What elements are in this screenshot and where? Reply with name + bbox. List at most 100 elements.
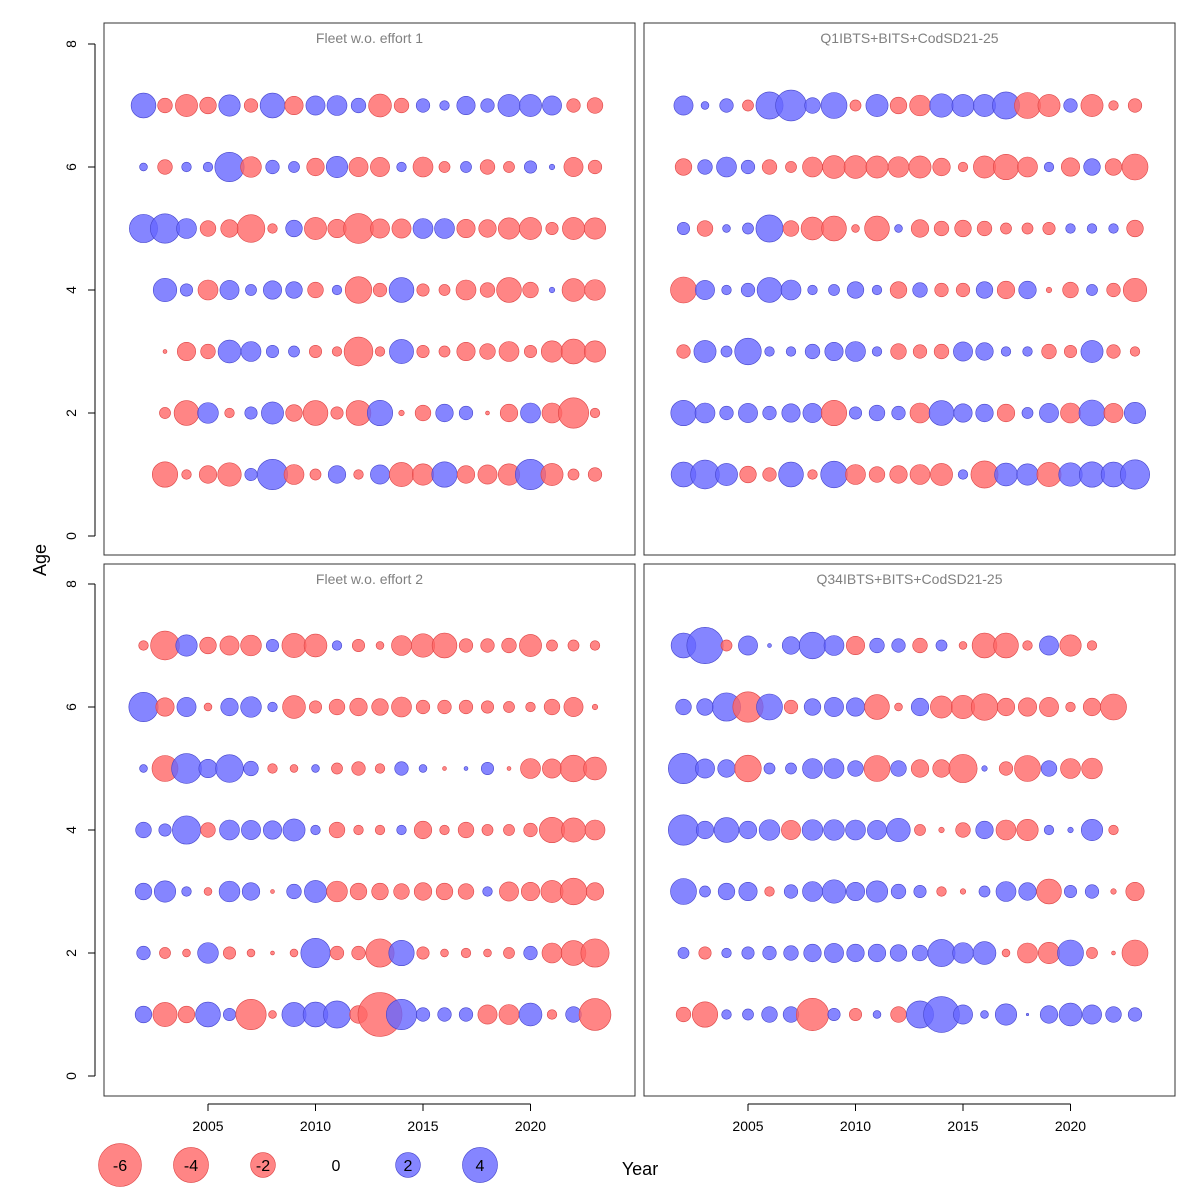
residual-bubble: [220, 219, 239, 238]
residual-bubble: [1062, 281, 1079, 299]
residual-bubble: [584, 819, 606, 841]
residual-bubble: [767, 643, 772, 648]
residual-bubble: [1086, 223, 1098, 234]
residual-bubble: [800, 216, 825, 241]
residual-bubble: [821, 879, 847, 904]
panel-2: Q1IBTS+BITS+CodSD21-25: [643, 22, 1176, 556]
residual-bubble: [259, 92, 286, 119]
residual-bubble: [366, 399, 393, 426]
residual-bubble: [803, 698, 822, 716]
residual-bubble: [497, 94, 521, 117]
residual-bubble: [804, 97, 821, 114]
residual-bubble: [203, 887, 213, 896]
residual-bubble: [741, 946, 755, 960]
residual-bubble: [719, 405, 734, 421]
legend-bubble: [395, 1152, 421, 1178]
residual-bubble: [458, 638, 474, 653]
x-axis-2: 2005 2010 2015 2020: [732, 1103, 1086, 1134]
residual-bubble: [236, 214, 266, 243]
residual-bubble: [480, 638, 495, 653]
residual-bubble: [288, 161, 300, 173]
residual-bubble: [1017, 156, 1038, 178]
y-tick-label: 2: [63, 409, 79, 417]
residual-bubble: [328, 698, 346, 716]
residual-bubble: [240, 156, 262, 178]
residual-bubble: [695, 280, 715, 300]
residual-bubble: [782, 220, 800, 237]
legend-label: -4: [184, 1158, 198, 1175]
residual-bubble: [802, 156, 823, 178]
residual-bubble: [482, 886, 493, 897]
residual-bubble: [1043, 824, 1055, 836]
residual-bubble: [503, 947, 515, 959]
y-tick-label: 2: [63, 949, 79, 957]
residual-bubble: [740, 282, 756, 298]
residual-bubble: [686, 627, 724, 664]
residual-bubble: [668, 753, 699, 784]
residual-bubble: [693, 340, 717, 363]
residual-bubble: [460, 947, 472, 959]
residual-bubble: [994, 1003, 1018, 1026]
residual-bubble: [694, 402, 716, 424]
residual-bubble: [479, 282, 496, 298]
residual-bubble: [561, 278, 586, 302]
residual-bubble: [910, 697, 930, 717]
residual-bubble: [868, 404, 886, 422]
residual-bubble: [803, 943, 822, 963]
residual-bubble: [268, 1010, 277, 1019]
residual-bubble: [567, 639, 580, 652]
residual-bubble: [677, 947, 690, 959]
residual-bubble: [1058, 1002, 1083, 1027]
residual-bubble: [583, 756, 607, 781]
residual-bubble: [546, 1009, 558, 1020]
residual-bubble: [756, 693, 783, 721]
residual-bubble: [700, 101, 710, 110]
residual-bubble: [1064, 884, 1078, 898]
residual-bubble: [891, 638, 906, 653]
legend-label: 2: [404, 1158, 413, 1175]
legend-label: -2: [256, 1158, 270, 1175]
residual-bubble: [391, 635, 412, 656]
residual-bubble: [1065, 701, 1076, 713]
residual-bubble: [1125, 882, 1145, 901]
residual-bubble: [849, 99, 862, 112]
y-tick-label: 6: [63, 163, 79, 171]
residual-bubble: [200, 822, 216, 838]
residual-bubble: [1039, 697, 1059, 717]
residual-bubble: [331, 346, 343, 357]
residual-bubble: [1127, 98, 1143, 113]
residual-bubble: [1036, 462, 1062, 487]
residual-bubble: [957, 469, 969, 480]
residual-bubble: [499, 403, 519, 423]
residual-bubble: [848, 406, 862, 420]
residual-bubble: [241, 820, 261, 840]
residual-bubble: [589, 407, 601, 419]
residual-bubble: [285, 404, 303, 422]
residual-bubble: [720, 345, 733, 358]
residual-bubble: [263, 280, 282, 300]
residual-bubble: [676, 222, 690, 236]
residual-bubble: [439, 824, 450, 836]
residual-bubble: [1123, 401, 1147, 425]
residual-bubble: [435, 882, 454, 901]
residual-bubble: [368, 93, 392, 118]
residual-bubble: [128, 692, 159, 722]
residual-bubble: [992, 154, 1019, 181]
residual-bubble: [673, 95, 694, 116]
residual-bubble: [265, 159, 280, 175]
residual-bubble: [802, 881, 823, 902]
residual-bubble: [1086, 947, 1098, 959]
residual-bubble: [199, 220, 217, 237]
residual-bubble: [889, 944, 908, 962]
residual-bubble: [195, 1001, 221, 1028]
residual-bubble: [583, 340, 607, 363]
residual-bubble: [371, 882, 389, 901]
residual-bubble: [970, 693, 999, 721]
residual-bubble: [456, 219, 476, 238]
residual-bubble: [389, 462, 414, 487]
x-tick-label: 2005: [732, 1118, 763, 1134]
residual-bubble: [325, 155, 349, 179]
residual-bubble: [1086, 284, 1098, 296]
residual-bubble: [675, 698, 692, 716]
residual-bubble: [282, 695, 306, 719]
